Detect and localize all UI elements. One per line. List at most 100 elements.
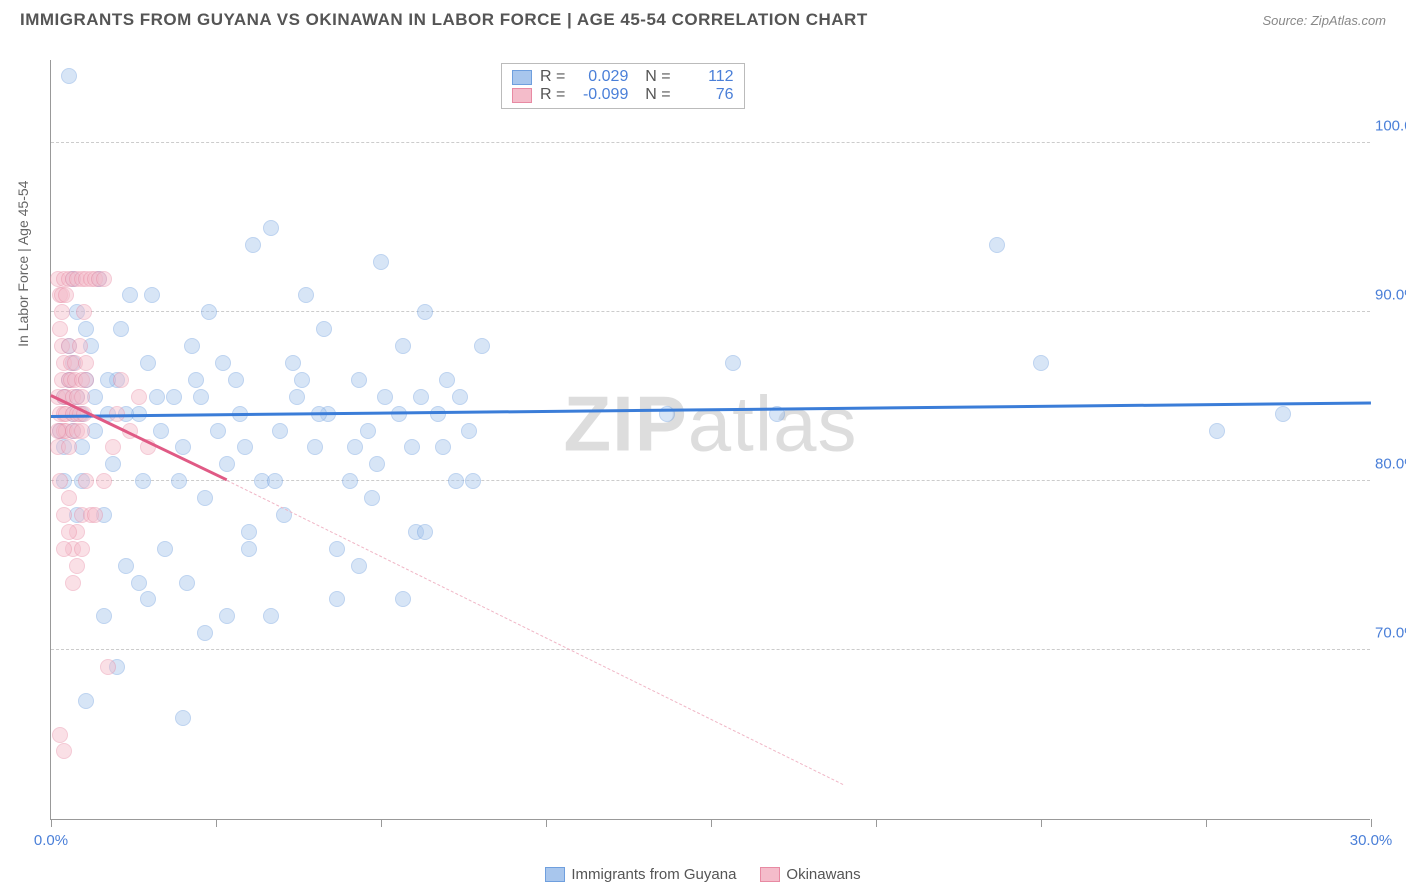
- scatter-point: [72, 338, 88, 354]
- scatter-point: [329, 591, 345, 607]
- scatter-point: [215, 355, 231, 371]
- scatter-point: [245, 237, 261, 253]
- scatter-point: [364, 490, 380, 506]
- scatter-point: [267, 473, 283, 489]
- legend-r-value: 0.029: [573, 68, 628, 86]
- legend-label: Immigrants from Guyana: [571, 866, 736, 883]
- legend-n-value: 76: [679, 86, 734, 104]
- xtick-label: 30.0%: [1350, 832, 1393, 849]
- scatter-point: [78, 321, 94, 337]
- scatter-point: [417, 524, 433, 540]
- y-axis-label: In Labor Force | Age 45-54: [15, 181, 31, 347]
- xtick: [1041, 819, 1042, 827]
- scatter-point: [56, 541, 72, 557]
- scatter-point: [725, 355, 741, 371]
- scatter-point: [50, 423, 66, 439]
- bottom-legend-item: Okinawans: [760, 866, 860, 883]
- scatter-point: [100, 659, 116, 675]
- scatter-point: [105, 439, 121, 455]
- scatter-point: [131, 575, 147, 591]
- scatter-point: [351, 558, 367, 574]
- scatter-point: [52, 473, 68, 489]
- gridline: [51, 480, 1370, 481]
- scatter-point: [241, 541, 257, 557]
- scatter-point: [140, 591, 156, 607]
- scatter-point: [342, 473, 358, 489]
- scatter-point: [316, 321, 332, 337]
- scatter-point: [1275, 406, 1291, 422]
- scatter-point: [61, 490, 77, 506]
- scatter-point: [289, 389, 305, 405]
- scatter-point: [241, 524, 257, 540]
- scatter-point: [307, 439, 323, 455]
- legend-n-value: 112: [679, 68, 734, 86]
- scatter-point: [144, 287, 160, 303]
- scatter-point: [184, 338, 200, 354]
- trend-line-extrapolated: [227, 480, 843, 785]
- xtick: [876, 819, 877, 827]
- scatter-point: [56, 743, 72, 759]
- scatter-point: [166, 389, 182, 405]
- legend-n-label: N =: [636, 68, 670, 86]
- scatter-point: [210, 423, 226, 439]
- legend-n-label: N =: [636, 86, 670, 104]
- legend-label: Okinawans: [786, 866, 860, 883]
- scatter-point: [448, 473, 464, 489]
- scatter-point: [113, 321, 129, 337]
- source-label: Source: ZipAtlas.com: [1262, 13, 1386, 28]
- scatter-point: [74, 423, 90, 439]
- scatter-point: [1033, 355, 1049, 371]
- legend-swatch: [512, 70, 532, 85]
- scatter-point: [61, 439, 77, 455]
- scatter-point: [237, 439, 253, 455]
- scatter-point: [87, 507, 103, 523]
- scatter-point: [96, 608, 112, 624]
- watermark: ZIPatlas: [563, 379, 857, 470]
- scatter-point: [122, 287, 138, 303]
- scatter-point: [188, 372, 204, 388]
- bottom-legend-item: Immigrants from Guyana: [545, 866, 736, 883]
- scatter-point: [76, 304, 92, 320]
- xtick: [381, 819, 382, 827]
- scatter-point: [1209, 423, 1225, 439]
- xtick: [1206, 819, 1207, 827]
- scatter-point: [140, 355, 156, 371]
- scatter-point: [294, 372, 310, 388]
- chart-plot-area: ZIPatlas R =0.029 N =112R =-0.099 N =76 …: [50, 60, 1370, 820]
- scatter-point: [96, 271, 112, 287]
- legend-swatch: [760, 867, 780, 882]
- scatter-point: [377, 389, 393, 405]
- scatter-point: [263, 608, 279, 624]
- legend-r-value: -0.099: [573, 86, 628, 104]
- scatter-point: [56, 507, 72, 523]
- gridline: [51, 142, 1370, 143]
- scatter-point: [219, 456, 235, 472]
- scatter-point: [461, 423, 477, 439]
- scatter-point: [228, 372, 244, 388]
- scatter-point: [175, 439, 191, 455]
- scatter-point: [54, 304, 70, 320]
- scatter-point: [351, 372, 367, 388]
- chart-title: IMMIGRANTS FROM GUYANA VS OKINAWAN IN LA…: [20, 10, 868, 30]
- scatter-point: [193, 389, 209, 405]
- scatter-point: [360, 423, 376, 439]
- ytick-label: 80.0%: [1375, 456, 1406, 473]
- scatter-point: [272, 423, 288, 439]
- scatter-point: [201, 304, 217, 320]
- scatter-point: [197, 490, 213, 506]
- scatter-point: [329, 541, 345, 557]
- scatter-point: [197, 625, 213, 641]
- scatter-point: [69, 558, 85, 574]
- gridline: [51, 311, 1370, 312]
- scatter-point: [61, 524, 77, 540]
- scatter-point: [65, 575, 81, 591]
- scatter-point: [153, 423, 169, 439]
- xtick: [51, 819, 52, 827]
- scatter-point: [171, 473, 187, 489]
- scatter-point: [417, 304, 433, 320]
- scatter-point: [298, 287, 314, 303]
- scatter-point: [58, 287, 74, 303]
- scatter-point: [74, 541, 90, 557]
- scatter-point: [430, 406, 446, 422]
- scatter-point: [96, 473, 112, 489]
